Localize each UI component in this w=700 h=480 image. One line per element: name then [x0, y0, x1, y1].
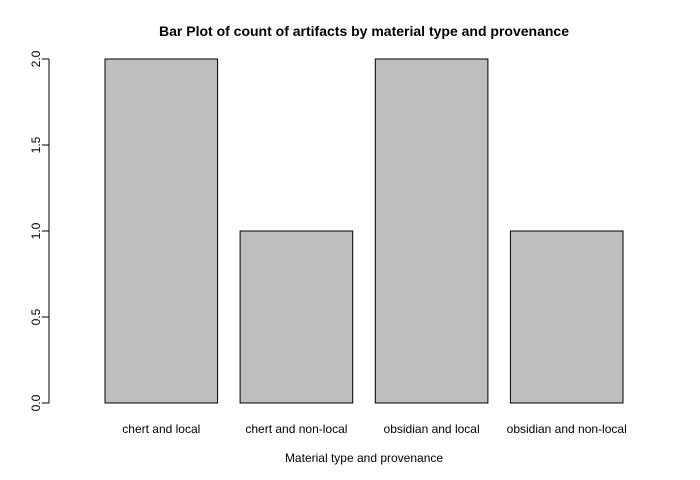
category-labels: chert and local chert and non-local obsidi…: [122, 422, 626, 436]
y-tick-label-4: 1.5: [29, 136, 43, 153]
y-tick-label-3: 1.0: [29, 222, 43, 239]
y-tick-label-1: 0.0: [29, 394, 43, 411]
category-label-4: obsidian and non-local: [507, 422, 627, 436]
bar-2: [239, 230, 354, 404]
bars-group: [104, 58, 624, 404]
y-axis: 0.0 0.5 1.0 1.5 2.0: [29, 50, 50, 411]
bar-1: [104, 58, 219, 404]
bar-4: [509, 230, 624, 404]
y-tick-label-2: 0.5: [29, 308, 43, 325]
x-axis-label: Material type and provenance: [285, 451, 443, 465]
y-tick-label-5: 2.0: [29, 50, 43, 67]
category-label-1: chert and local: [122, 422, 200, 436]
chart-title: Bar Plot of count of artifacts by materi…: [159, 23, 569, 39]
category-label-2: chert and non-local: [245, 422, 347, 436]
bar-3: [374, 58, 489, 404]
category-label-3: obsidian and local: [384, 422, 480, 436]
